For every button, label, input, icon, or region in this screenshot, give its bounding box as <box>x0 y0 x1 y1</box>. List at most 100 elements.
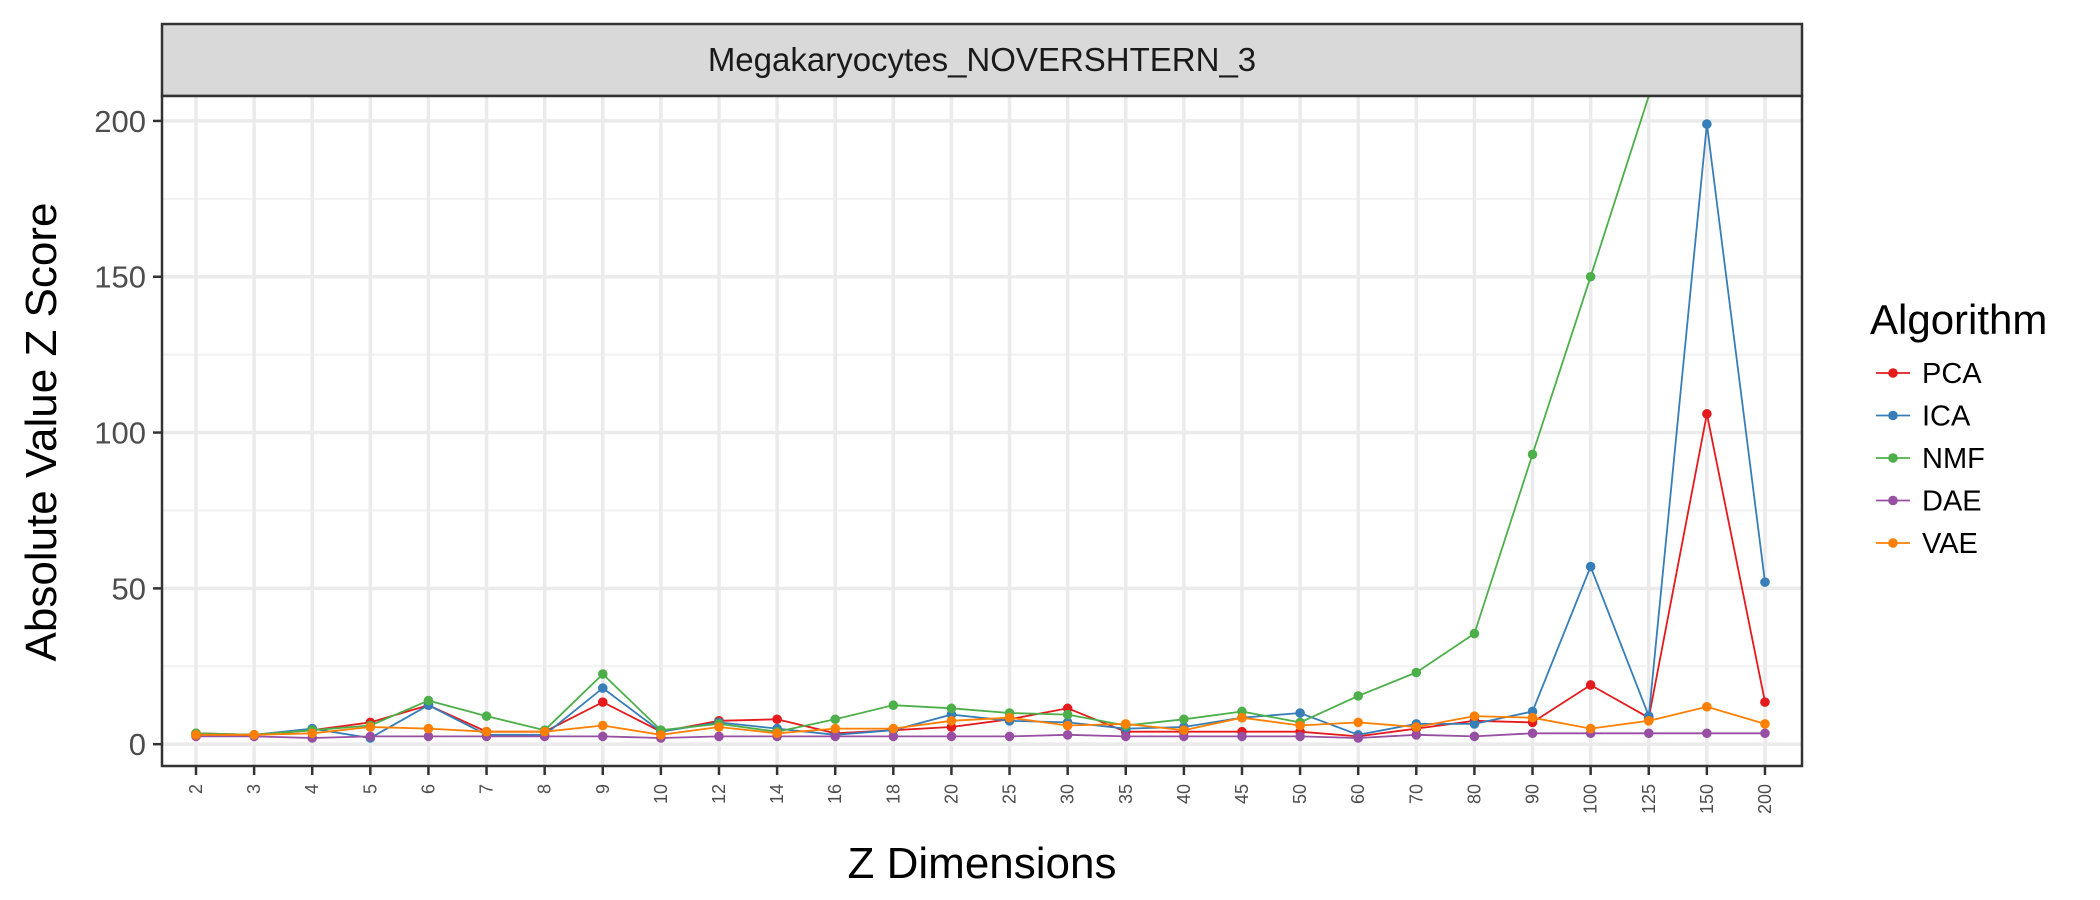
data-point-vae <box>1411 722 1422 732</box>
data-point-nmf <box>481 711 492 721</box>
x-tick-label: 12 <box>709 784 729 804</box>
data-point-dae <box>1760 728 1770 739</box>
legend: Algorithm PCA ICA NMF DAE VAE <box>1870 296 2047 560</box>
legend-key-point <box>1888 368 1898 378</box>
data-point-vae <box>772 728 782 739</box>
data-point-vae <box>1527 712 1538 723</box>
data-point-vae <box>249 730 259 740</box>
x-tick-label: 150 <box>1697 784 1717 814</box>
legend-key-point <box>1888 410 1898 421</box>
legend-item-pca: PCA <box>1876 358 1982 390</box>
facet-strip-title: Megakaryocytes_NOVERSHTERN_3 <box>708 41 1256 78</box>
x-tick-label: 14 <box>767 784 787 804</box>
series-line-pca <box>195 413 1766 738</box>
data-point-nmf <box>1585 271 1596 282</box>
x-tick-label: 6 <box>418 784 438 794</box>
data-point-nmf <box>1411 667 1422 678</box>
x-axis: 2 3 4 5 6 7 8 9 10 12 14 16 18 20 25 30 35 40 45 50 60 70 80 90… <box>186 766 1775 814</box>
data-point-vae <box>597 720 608 731</box>
data-point-vae <box>1353 717 1363 728</box>
data-point-dae <box>365 731 376 742</box>
x-tick-label: 25 <box>1000 784 1020 804</box>
data-point-dae <box>830 731 841 742</box>
data-point-vae <box>1062 720 1073 731</box>
data-point-nmf <box>1469 628 1480 639</box>
x-tick-label: 100 <box>1581 784 1601 814</box>
y-tick-label: 0 <box>129 727 146 762</box>
x-tick-label: 5 <box>360 784 380 794</box>
data-point-nmf <box>1353 691 1363 701</box>
data-point-vae <box>830 723 841 734</box>
gridlines <box>162 96 1802 766</box>
y-axis: 0 50 100 150 200 <box>94 104 162 762</box>
x-tick-label: 16 <box>825 784 845 804</box>
legend-item-vae: VAE <box>1876 528 1978 560</box>
legend-label: VAE <box>1922 528 1978 560</box>
legend-label: NMF <box>1922 443 1985 475</box>
data-point-vae <box>365 722 376 732</box>
x-tick-label: 18 <box>883 784 903 804</box>
y-tick-label: 50 <box>112 571 146 606</box>
data-point-dae <box>1237 731 1247 742</box>
data-point-vae <box>423 723 434 734</box>
data-point-vae <box>946 716 957 726</box>
data-point-dae <box>1469 731 1480 742</box>
series-line-vae <box>196 705 1766 736</box>
data-point-vae <box>1179 725 1189 735</box>
y-axis-title: Absolute Value Z Score <box>17 203 66 662</box>
data-point-dae <box>1702 728 1712 739</box>
data-point-dae <box>1353 733 1363 743</box>
data-point-dae <box>888 731 899 742</box>
legend-key-point <box>1888 453 1898 463</box>
data-point-dae <box>946 731 957 742</box>
data-point-vae <box>1004 712 1015 723</box>
x-tick-label: 9 <box>593 784 613 794</box>
x-tick-label: 70 <box>1406 784 1426 804</box>
y-tick-label: 200 <box>94 104 146 139</box>
x-tick-label: 4 <box>302 784 322 794</box>
data-point-vae <box>1120 719 1131 729</box>
panel-border <box>160 94 1804 768</box>
data-point-vae <box>539 726 550 737</box>
data-point-pca <box>1702 409 1712 419</box>
data-point-dae <box>1062 730 1073 740</box>
data-point-dae <box>1120 731 1131 742</box>
x-tick-label: 10 <box>651 784 671 804</box>
y-tick-label: 100 <box>94 416 146 451</box>
legend-title: Algorithm <box>1870 296 2047 343</box>
x-tick-label: 30 <box>1058 784 1078 804</box>
x-tick-label: 7 <box>477 784 497 794</box>
data-point-nmf <box>946 703 957 714</box>
data-point-vae <box>307 728 318 739</box>
data-point-ica <box>1702 119 1712 129</box>
x-axis-title: Z Dimensions <box>848 839 1117 888</box>
series-vae <box>191 701 1770 740</box>
series-lines <box>191 96 1770 743</box>
data-point-vae <box>1469 711 1480 721</box>
data-point-pca <box>1585 680 1596 690</box>
data-point-vae <box>888 723 899 734</box>
data-point-ica <box>1295 708 1305 718</box>
series-line-nmf <box>195 96 1765 736</box>
x-tick-label: 20 <box>941 784 961 804</box>
legend-item-dae: DAE <box>1876 486 1982 518</box>
data-point-dae <box>1527 728 1538 739</box>
data-point-dae <box>714 731 724 742</box>
facet-strip <box>160 22 1804 98</box>
data-point-pca <box>772 714 782 725</box>
data-point-ica <box>1760 577 1770 587</box>
data-point-nmf <box>423 695 434 706</box>
x-tick-label: 35 <box>1116 784 1136 804</box>
data-point-vae <box>656 730 666 740</box>
x-tick-label: 80 <box>1464 784 1484 804</box>
legend-item-nmf: NMF <box>1876 443 1985 475</box>
data-point-vae <box>1295 720 1305 731</box>
data-point-dae <box>1411 730 1422 740</box>
x-tick-label: 125 <box>1639 784 1659 814</box>
legend-key-point <box>1888 495 1898 506</box>
x-tick-label: 60 <box>1348 784 1368 804</box>
data-point-ica <box>1469 719 1480 729</box>
data-point-vae <box>1702 701 1712 712</box>
legend-label: PCA <box>1922 358 1982 390</box>
